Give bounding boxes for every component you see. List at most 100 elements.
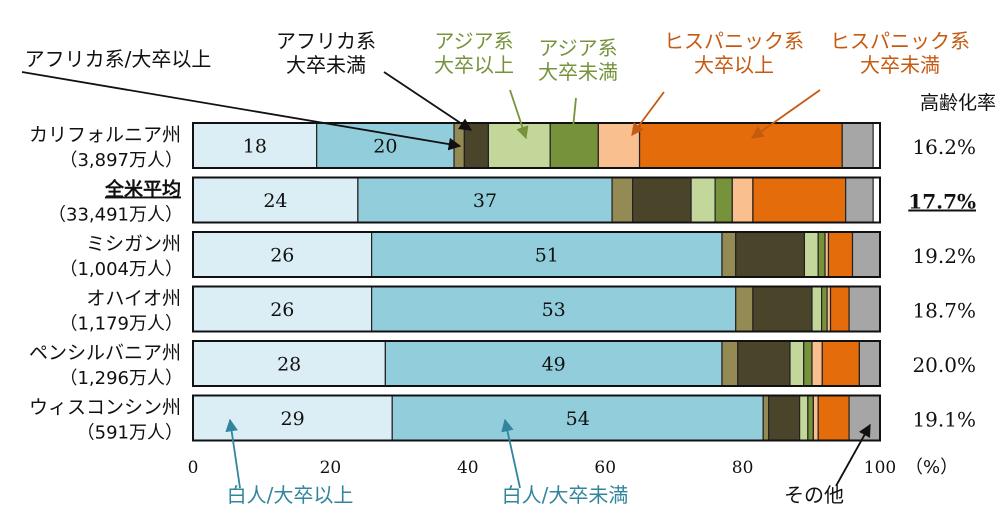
bar-segment bbox=[192, 176, 359, 224]
annotation-label: ヒスパニック系 bbox=[664, 29, 804, 53]
bar-value-label: 26 bbox=[270, 299, 294, 321]
bar-segment bbox=[487, 122, 551, 169]
annotation-arrow bbox=[631, 91, 665, 137]
bar-segment bbox=[829, 285, 850, 333]
bar-segment bbox=[811, 285, 823, 333]
bar-segment bbox=[845, 176, 874, 224]
bar-segment bbox=[817, 231, 826, 278]
bar-value-label: 49 bbox=[542, 354, 566, 376]
bar-segment bbox=[827, 231, 854, 278]
bar-value-label: 18 bbox=[243, 136, 267, 158]
category-population: （1,004万人） bbox=[59, 259, 183, 280]
bar-value-label: 37 bbox=[473, 190, 497, 212]
bar-segment bbox=[799, 394, 809, 442]
annotation-label: アフリカ系 bbox=[276, 29, 376, 53]
bar-segment bbox=[463, 122, 490, 169]
bar-segment bbox=[789, 340, 805, 387]
annotation-arrow bbox=[750, 89, 821, 139]
annotation-arrow bbox=[835, 423, 871, 487]
bar-segment bbox=[848, 285, 881, 333]
x-tick-label: 100 bbox=[864, 458, 896, 478]
category-name: ミシガン州 bbox=[86, 233, 181, 255]
x-unit-label: （%） bbox=[905, 457, 958, 478]
annotation-label: 大卒未満 bbox=[860, 53, 940, 77]
bar-value-label: 53 bbox=[542, 299, 566, 321]
bar-segment bbox=[391, 394, 764, 442]
annotation-arrow bbox=[501, 418, 521, 489]
bar-value-label: 29 bbox=[281, 408, 305, 430]
bar-value-label: 20 bbox=[373, 136, 397, 158]
bar-segment bbox=[803, 340, 813, 387]
bar-segment bbox=[371, 285, 737, 333]
x-tick-label: 40 bbox=[457, 458, 479, 478]
bar-segment bbox=[737, 340, 791, 387]
bar-frame bbox=[192, 394, 881, 442]
bar-segment bbox=[858, 340, 881, 387]
annotation-label: その他 bbox=[784, 483, 844, 507]
bar-segment bbox=[721, 231, 737, 278]
annotation-label: 大卒未満 bbox=[538, 60, 618, 84]
bar-row: 28 49 bbox=[192, 340, 881, 387]
aging-rate-header: 高齢化率 bbox=[920, 92, 996, 114]
category-labels: カリフォルニア州 （3,897万人） 全米平均 （33,491万人） ミシガン州 （1,0… bbox=[29, 124, 183, 444]
bar-segment bbox=[821, 285, 828, 333]
aging-rate-value: 19.1% bbox=[912, 408, 976, 432]
annotations-layer: アフリカ系/大卒以上アフリカ系大卒未満アジア系大卒以上アジア系大卒未満ヒスパニッ… bbox=[21, 29, 970, 507]
category-population: （1,296万人） bbox=[59, 368, 183, 389]
bar-segment bbox=[690, 176, 716, 224]
bar-segment bbox=[752, 285, 813, 333]
bar-segment bbox=[807, 394, 814, 442]
x-tick-label: 0 bbox=[188, 458, 199, 478]
bar-frame bbox=[192, 340, 881, 387]
x-axis: 0 20 40 60 80 100 （%） bbox=[188, 457, 959, 478]
bar-segment bbox=[611, 176, 634, 224]
bar-segment bbox=[384, 340, 723, 387]
annotation-arrow bbox=[509, 89, 529, 140]
annotation-label: 大卒未満 bbox=[286, 53, 366, 77]
annotation-label: アジア系 bbox=[538, 36, 617, 60]
bar-segment bbox=[192, 340, 386, 387]
bar-value-label: 28 bbox=[277, 354, 301, 376]
bar-segment bbox=[597, 122, 641, 169]
bar-segment bbox=[803, 231, 819, 278]
bar-segment bbox=[731, 176, 754, 224]
x-tick-label: 60 bbox=[594, 458, 616, 478]
annotation-label: アジア系 bbox=[434, 29, 513, 53]
category-name: ペンシルバニア州 bbox=[29, 342, 181, 364]
annotation-label: 白人/大卒以上 bbox=[227, 483, 354, 507]
bar-frame bbox=[192, 285, 881, 333]
bar-row: 18 20 bbox=[192, 122, 881, 169]
annotation-arrow bbox=[21, 71, 462, 151]
bar-segment bbox=[549, 122, 599, 169]
bar-segment bbox=[714, 176, 733, 224]
bar-value-label: 54 bbox=[566, 408, 590, 430]
bar-segment bbox=[316, 122, 455, 169]
category-population: （33,491万人） bbox=[48, 205, 183, 226]
bar-segment bbox=[841, 122, 874, 169]
bar-row: 24 37 bbox=[192, 176, 881, 224]
category-population: （591万人） bbox=[77, 423, 183, 444]
bar-row: 26 51 bbox=[192, 231, 881, 278]
bar-segment bbox=[851, 231, 881, 278]
bar-segment bbox=[721, 340, 739, 387]
category-population: （1,179万人） bbox=[59, 314, 183, 335]
aging-rate-value: 17.7% bbox=[908, 190, 976, 214]
bar-row: 29 54 bbox=[192, 394, 881, 442]
bar-frame bbox=[192, 231, 881, 278]
bar-segment bbox=[768, 394, 801, 442]
annotation-arrow bbox=[383, 71, 473, 131]
bar-segment bbox=[638, 122, 843, 169]
bar-value-label: 51 bbox=[535, 245, 559, 267]
bar-segment bbox=[735, 231, 806, 278]
bar-frame bbox=[192, 176, 881, 224]
annotation-label: アフリカ系/大卒以上 bbox=[25, 47, 212, 71]
bar-segment bbox=[817, 394, 850, 442]
x-tick-label: 80 bbox=[732, 458, 754, 478]
category-name: 全米平均 bbox=[104, 178, 181, 201]
annotation-label: 大卒以上 bbox=[434, 53, 514, 77]
bar-segment bbox=[812, 394, 819, 442]
category-name: カリフォルニア州 bbox=[29, 124, 181, 146]
aging-rate-value: 18.7% bbox=[912, 299, 976, 323]
